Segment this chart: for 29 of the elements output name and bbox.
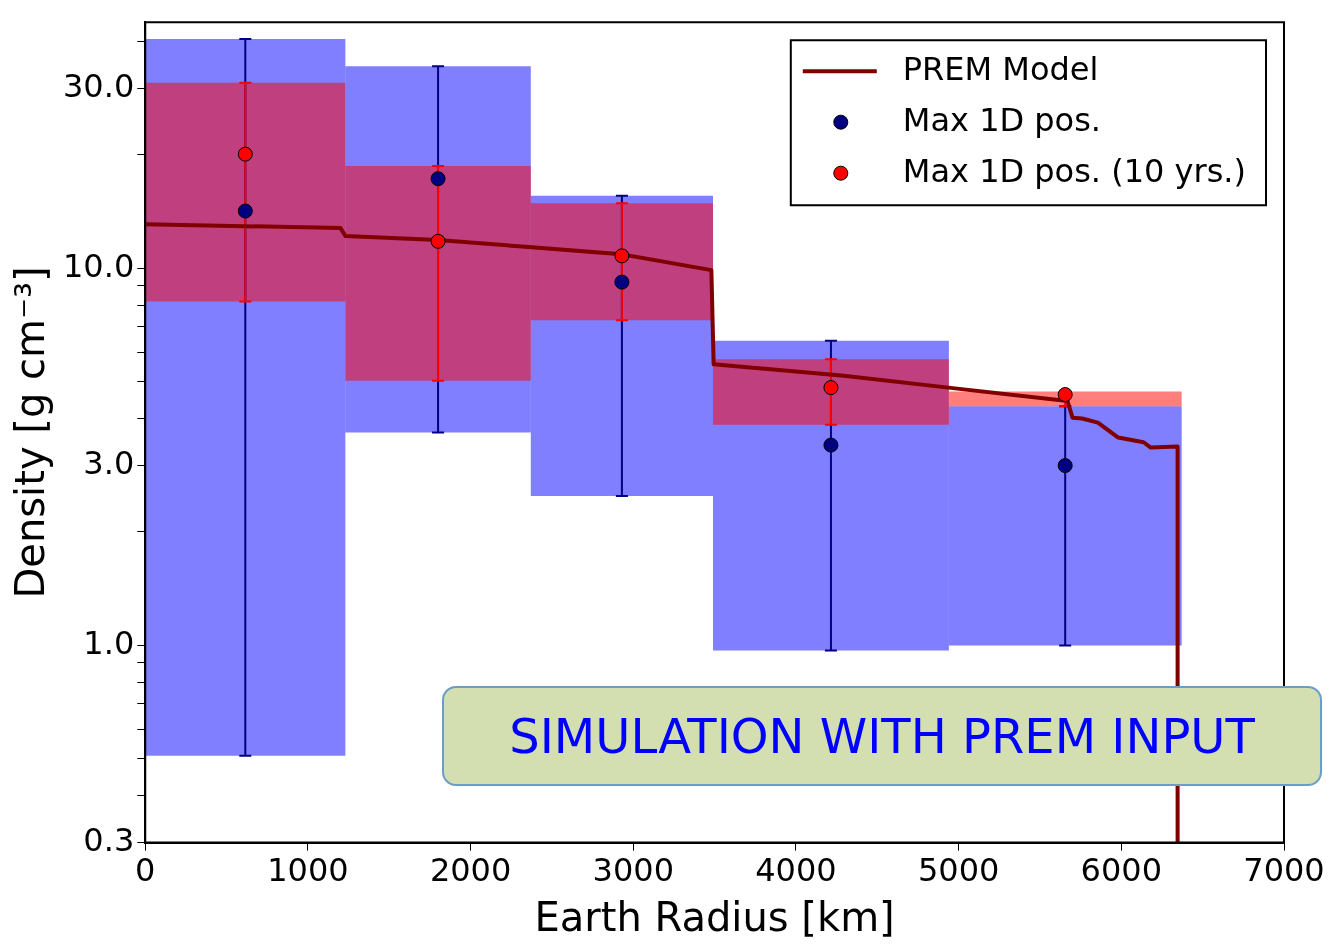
point (614, 274, 630, 290)
annotation: SIMULATION WITH PREM INPUT (442, 686, 1322, 786)
point (237, 146, 253, 162)
x-tick-label: 4000 (755, 851, 837, 890)
x-tick-label: 2000 (429, 851, 512, 890)
x-axis-title: Earth Radius [km] (534, 894, 895, 941)
x-tick-label: 7000 (1243, 851, 1325, 890)
point (430, 233, 446, 249)
x-tick-label: 3000 (592, 851, 674, 890)
y-tick-label: 10.0 (63, 246, 135, 285)
y-tick-label: 3.0 (83, 443, 135, 482)
point (430, 171, 446, 187)
point (1057, 387, 1073, 403)
legend-label: PREM Model (902, 49, 1099, 88)
point (823, 380, 839, 396)
point (614, 248, 630, 264)
y-tick-label: 1.0 (83, 623, 135, 662)
x-tick-label: 5000 (917, 851, 1000, 890)
point (1057, 458, 1073, 474)
point (823, 437, 839, 453)
x-tick-label: 0 (135, 851, 156, 890)
x-tick-label: 1000 (267, 851, 349, 890)
y-axis-title: Density [g cm⁻³] (7, 266, 54, 599)
x-tick-label: 6000 (1080, 851, 1163, 890)
legend-label: Max 1D pos. (902, 100, 1102, 139)
legend-label: Max 1D pos. (10 yrs.) (902, 151, 1246, 190)
y-tick-label: 0.3 (83, 820, 135, 859)
point (237, 203, 253, 219)
y-tick-label: 30.0 (63, 66, 135, 105)
